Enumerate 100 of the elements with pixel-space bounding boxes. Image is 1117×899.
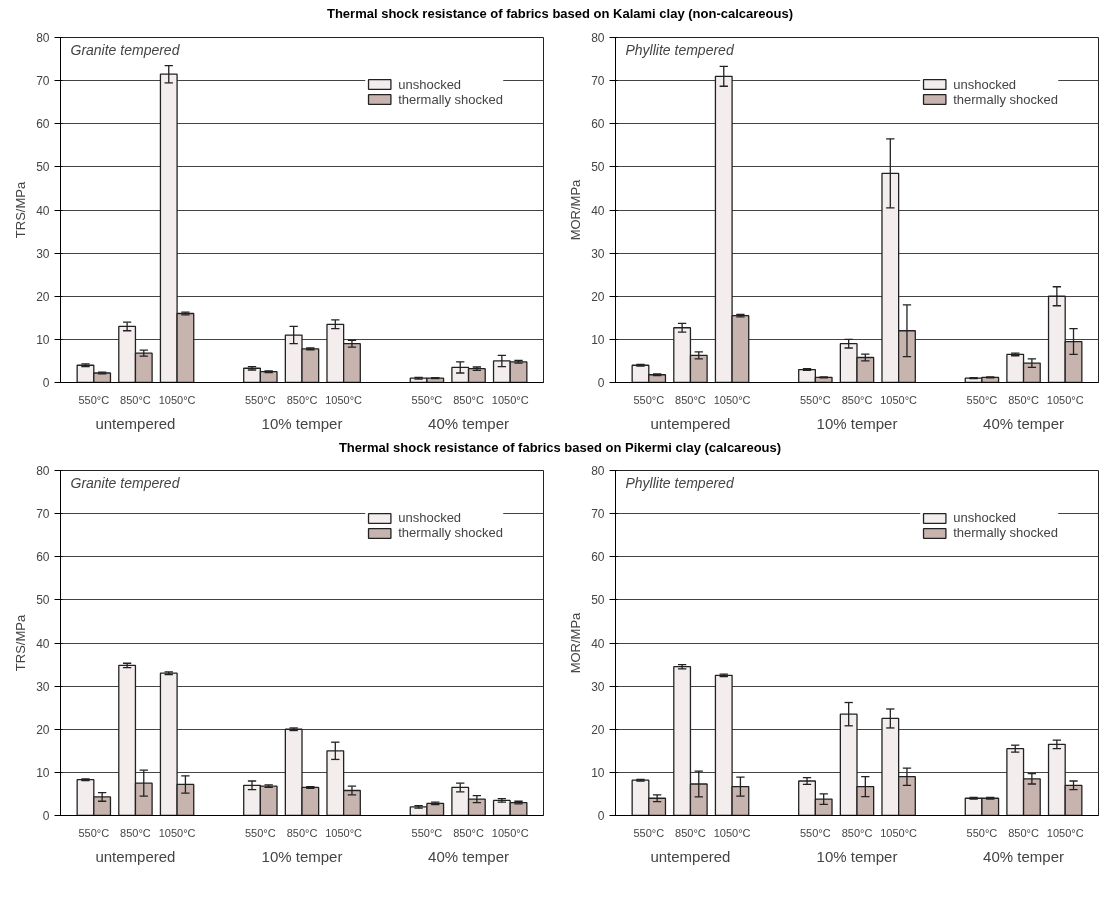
x-tick-label: 1050°C xyxy=(158,393,196,406)
y-axis-title: MOR/MPa xyxy=(568,178,584,240)
text: 10% temper xyxy=(816,414,898,432)
text: 10% temper xyxy=(816,847,898,865)
chart-subtitle: Granite tempered xyxy=(70,41,181,58)
y-tick-label: 30 xyxy=(591,679,605,694)
y-tick-label: 70 xyxy=(36,507,50,522)
x-tick-label: 1050°C xyxy=(325,393,363,406)
x-tick-label: 1050°C xyxy=(491,826,529,839)
x-tick-label: 850°C xyxy=(453,393,484,406)
y-tick-label: 40 xyxy=(36,636,50,651)
y-tick-label: 80 xyxy=(36,464,50,479)
chart-subtitle: Granite tempered xyxy=(70,474,181,491)
legend-label: unshocked xyxy=(953,510,1017,526)
x-tick-label: 850°C xyxy=(286,826,318,839)
x-tick-label: 1050°C xyxy=(1046,826,1084,839)
y-tick-label: 0 xyxy=(597,809,605,824)
y-tick-label: 80 xyxy=(591,30,605,45)
text: untempered xyxy=(95,847,176,865)
text: 40% temper xyxy=(428,847,509,865)
legend-label: thermally shocked xyxy=(953,91,1058,107)
x-tick-label: 850°C xyxy=(841,393,873,406)
y-tick-label: 50 xyxy=(591,593,605,608)
y-tick-label: 50 xyxy=(591,159,605,174)
x-tick-label: 850°C xyxy=(675,393,706,406)
x-tick-label: 1050°C xyxy=(325,826,363,839)
y-tick-label: 30 xyxy=(591,246,605,261)
x-tick-label: 550°C xyxy=(411,826,443,839)
x-tick-label: 850°C xyxy=(1008,826,1039,839)
y-tick-label: 10 xyxy=(36,766,50,780)
y-tick-label: 50 xyxy=(36,593,50,608)
y-tick-label: 10 xyxy=(591,332,605,347)
y-axis-title: TRS/MPa xyxy=(13,180,29,238)
x-tick-label: 550°C xyxy=(800,393,831,406)
x-tick-label: 1050°C xyxy=(1046,393,1084,406)
y-tick-label: 80 xyxy=(36,30,50,45)
legend-label: unshocked xyxy=(398,510,462,526)
x-tick-label: 1050°C xyxy=(491,393,529,406)
y-tick-label: 60 xyxy=(591,116,605,131)
x-tick-label: 1050°C xyxy=(880,826,918,839)
y-tick-label: 40 xyxy=(591,203,605,218)
x-tick-label: 550°C xyxy=(800,826,831,839)
legend-label: unshocked xyxy=(953,76,1017,92)
y-tick-label: 30 xyxy=(36,246,50,261)
legend-label: thermally shocked xyxy=(398,91,503,107)
text: 40% temper xyxy=(428,414,509,432)
y-tick-label: 20 xyxy=(591,289,605,304)
y-tick-label: 50 xyxy=(36,159,50,174)
x-tick-label: 1050°C xyxy=(713,826,751,839)
y-tick-label: 30 xyxy=(36,679,50,694)
legend-label: unshocked xyxy=(398,76,462,92)
chart-subtitle: Phyllite tempered xyxy=(625,474,735,491)
x-tick-label: 850°C xyxy=(120,826,151,839)
text: 40% temper xyxy=(983,414,1064,432)
y-tick-label: 0 xyxy=(42,375,50,390)
y-tick-label: 40 xyxy=(36,203,50,218)
x-tick-label: 850°C xyxy=(120,393,151,406)
y-tick-label: 10 xyxy=(591,766,605,780)
y-tick-label: 60 xyxy=(36,550,50,565)
y-tick-label: 20 xyxy=(591,722,605,737)
x-tick-label: 550°C xyxy=(245,826,276,839)
x-tick-label: 850°C xyxy=(453,826,484,839)
x-tick-label: 850°C xyxy=(1008,393,1039,406)
y-tick-label: 70 xyxy=(591,73,605,88)
y-tick-label: 80 xyxy=(591,464,605,479)
y-tick-label: 60 xyxy=(36,116,50,131)
y-tick-label: 20 xyxy=(36,722,50,737)
y-tick-label: 0 xyxy=(42,809,50,824)
chart-subtitle: Phyllite tempered xyxy=(625,41,735,58)
x-tick-label: 550°C xyxy=(245,393,276,406)
y-tick-label: 20 xyxy=(36,289,50,304)
x-tick-label: 550°C xyxy=(78,826,110,839)
text: 10% temper xyxy=(261,414,343,432)
text: 40% temper xyxy=(983,847,1064,865)
x-tick-label: 550°C xyxy=(966,826,998,839)
y-axis-title: MOR/MPa xyxy=(568,612,584,674)
chart-title: Thermal shock resistance of fabrics based on Kalami clay (non-calcareous) xyxy=(326,5,793,23)
x-tick-label: 1050°C xyxy=(713,393,751,406)
y-tick-label: 0 xyxy=(597,375,605,390)
x-tick-label: 1050°C xyxy=(880,393,918,406)
text: untempered xyxy=(650,414,731,432)
y-tick-label: 70 xyxy=(591,507,605,522)
x-tick-label: 850°C xyxy=(841,826,873,839)
x-tick-label: 850°C xyxy=(675,826,706,839)
text: 10% temper xyxy=(261,847,343,865)
y-tick-label: 60 xyxy=(591,550,605,565)
text: untempered xyxy=(650,847,731,865)
text: untempered xyxy=(95,414,176,432)
x-tick-label: 550°C xyxy=(411,393,443,406)
x-tick-label: 550°C xyxy=(966,393,998,406)
x-tick-label: 550°C xyxy=(633,393,665,406)
chart-title: Thermal shock resistance of fabrics based on Pikermi clay (calcareous) xyxy=(338,438,782,457)
y-tick-label: 40 xyxy=(591,636,605,651)
x-tick-label: 1050°C xyxy=(158,826,196,839)
y-axis-title: TRS/MPa xyxy=(13,614,29,672)
legend-label: thermally shocked xyxy=(398,525,503,541)
x-tick-label: 850°C xyxy=(286,393,318,406)
x-tick-label: 550°C xyxy=(633,826,665,839)
y-tick-label: 10 xyxy=(36,332,50,347)
legend-label: thermally shocked xyxy=(953,525,1058,541)
